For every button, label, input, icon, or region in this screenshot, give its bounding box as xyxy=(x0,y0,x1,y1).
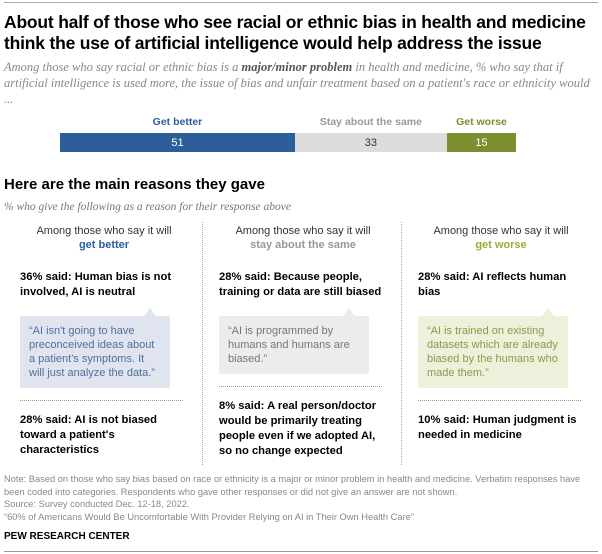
reason-secondary: 28% said: AI is not biased toward a pati… xyxy=(20,414,157,456)
dotted-divider xyxy=(20,400,183,401)
reason-primary: 28% said: AI reflects human bias xyxy=(418,271,567,298)
reason-primary: 36% said: Human bias is not involved, AI… xyxy=(20,271,172,298)
bar-labels: Get better Stay about the same Get worse xyxy=(4,115,598,130)
column-header: Among those who say it will get worse xyxy=(433,225,569,251)
reason-primary: 28% said: Because people, training or da… xyxy=(219,271,382,298)
chart-subtitle: Among those who say racial or ethnic bia… xyxy=(4,60,590,106)
footnote: Note: Based on those who say bias based … xyxy=(4,473,598,523)
quote-bubble: “AI is programmed by humans and humans a… xyxy=(219,308,369,374)
dotted-divider xyxy=(418,400,581,401)
bar-label: Get better xyxy=(152,116,203,128)
report-title: “60% of Americans Would Be Uncomfortable… xyxy=(4,511,414,522)
bar-segment-get-worse: 15 xyxy=(446,133,516,152)
column-get-worse: Among those who say it will get worse 28%… xyxy=(401,222,598,465)
column-header: Among those who say it will get better xyxy=(36,225,172,251)
bar-label: Get worse xyxy=(456,116,507,128)
column-stay-same: Among those who say it will stay about th… xyxy=(202,222,401,465)
bar-segment-get-better: 51 xyxy=(60,133,295,152)
reason-secondary: 10% said: Human judgment is needed in me… xyxy=(418,414,577,441)
bar-segment-stay-about-the-same: 33 xyxy=(294,133,447,152)
column-get-better: Among those who say it will get better 36… xyxy=(4,222,202,465)
reason-columns: Among those who say it will get better 36… xyxy=(4,222,598,465)
stacked-bar: 51 33 15 xyxy=(60,133,516,152)
quote-bubble: “AI is trained on existing datasets whic… xyxy=(418,308,568,388)
reason-secondary: 8% said: A real person/doctor would be p… xyxy=(219,400,377,457)
top-rule xyxy=(4,2,598,3)
quote-bubble: “AI isn't going to have preconceived ide… xyxy=(20,308,170,388)
note-text: Note: Based on those who say bias based … xyxy=(4,474,581,497)
source-text: Source: Survey conducted Dec. 12-18, 202… xyxy=(4,499,190,509)
section-title: Here are the main reasons they gave xyxy=(4,176,265,193)
brand-logo: PEW RESEARCH CENTER xyxy=(4,531,130,542)
section-subtitle: % who give the following as a reason for… xyxy=(4,201,291,213)
bar-label: Stay about the same xyxy=(319,116,422,128)
bottom-rule xyxy=(4,551,598,552)
column-header: Among those who say it will stay about th… xyxy=(235,225,371,251)
chart-title: About half of those who see racial or et… xyxy=(4,12,586,53)
dotted-divider xyxy=(219,386,382,387)
